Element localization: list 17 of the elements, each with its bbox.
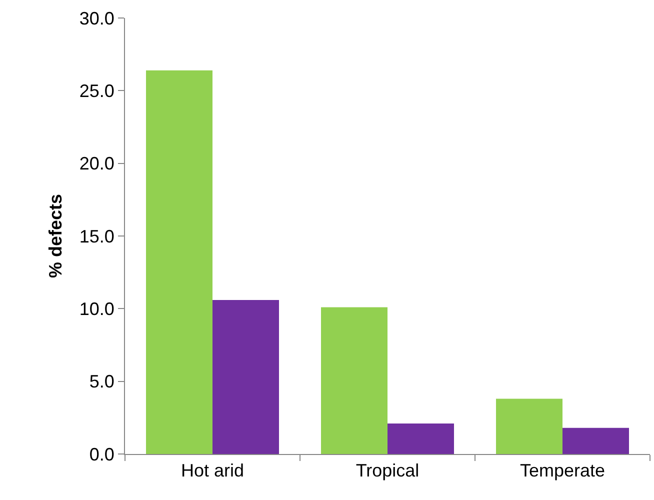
x-tick-label: Temperate: [520, 460, 606, 481]
bar: [321, 307, 388, 454]
y-tick-label: 30.0: [79, 8, 114, 28]
y-tick-label: 0.0: [89, 444, 114, 464]
y-axis-title: % defects: [46, 194, 66, 278]
x-tick-label: Hot arid: [180, 460, 244, 481]
y-tick-label: 10.0: [79, 298, 114, 319]
bar: [146, 70, 212, 454]
bar: [562, 428, 629, 454]
bar: [212, 300, 279, 454]
y-tick-label: 5.0: [89, 372, 114, 392]
y-tick-label: 20.0: [79, 154, 114, 174]
bar: [496, 398, 562, 454]
y-tick-label: 25.0: [79, 80, 114, 101]
y-tick-label: 15.0: [79, 226, 114, 246]
x-tick-label: Tropical: [356, 460, 420, 481]
bar: [388, 423, 454, 454]
